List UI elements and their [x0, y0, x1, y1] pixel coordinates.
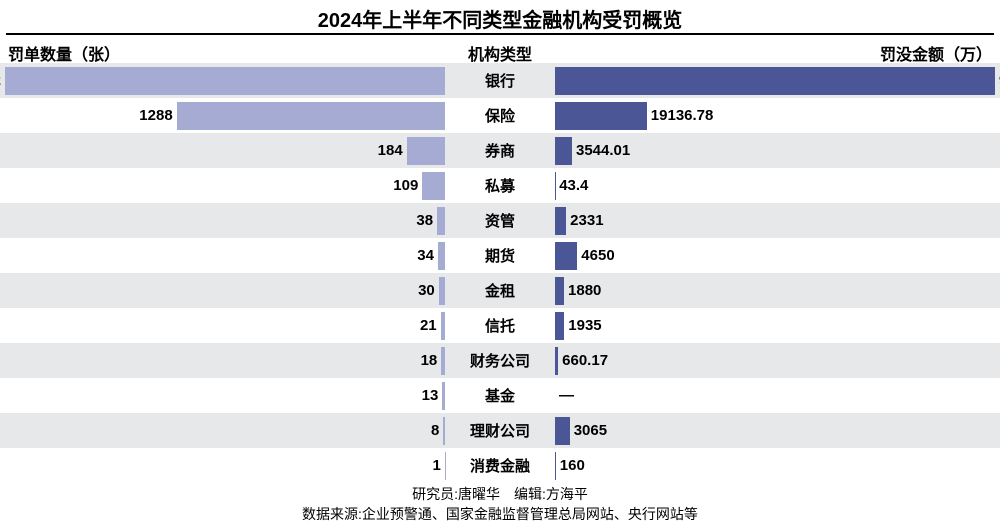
category-label: 私募 [485, 175, 515, 196]
left-value-label: 8 [431, 422, 439, 439]
table-row: 109 私募 43.4 [0, 168, 1000, 203]
left-value-label: 184 [378, 142, 403, 159]
category-label: 财务公司 [470, 350, 530, 371]
right-bar [555, 67, 995, 95]
left-bar [443, 417, 445, 445]
right-bar [555, 137, 572, 165]
left-value-label: 21 [420, 317, 437, 334]
left-bar [441, 347, 445, 375]
chart-title: 2024年上半年不同类型金融机构受罚概览 [6, 0, 994, 35]
left-value-label: 1288 [139, 107, 172, 124]
right-value-label: 4650 [581, 247, 614, 264]
right-bar [555, 452, 556, 480]
left-value-label: 38 [416, 212, 433, 229]
category-label: 期货 [485, 245, 515, 266]
right-value-label: 1935 [568, 317, 601, 334]
table-row: 1 消费金融 160 [0, 448, 1000, 483]
right-value-label: 160 [560, 457, 585, 474]
chart-rows: 2112银行91717.651288保险19136.78184券商3544.01… [0, 63, 1000, 483]
left-bar [438, 242, 445, 270]
table-row: 2112银行91717.65 [0, 63, 1000, 98]
left-value-label: 18 [421, 352, 438, 369]
table-row: 18 财务公司 660.17 [0, 343, 1000, 378]
left-value-label: 34 [417, 247, 434, 264]
right-value-label: 2331 [570, 212, 603, 229]
category-label: 银行 [485, 70, 515, 91]
right-value-label: 43.4 [559, 177, 588, 194]
left-bar [422, 172, 445, 200]
right-bar [555, 277, 564, 305]
footer-line-1: 研究员:唐曜华 编辑:方海平 [0, 485, 1000, 505]
right-value-label: 19136.78 [651, 107, 714, 124]
left-value-label: 30 [418, 282, 435, 299]
category-label: 金租 [485, 280, 515, 301]
right-value-label: — [559, 387, 574, 404]
table-row: 8 理财公司 3065 [0, 413, 1000, 448]
left-bar [442, 382, 445, 410]
category-label: 券商 [485, 140, 515, 161]
category-label: 消费金融 [470, 455, 530, 476]
right-value-label: 3065 [574, 422, 607, 439]
right-bar [555, 242, 577, 270]
left-bar [407, 137, 445, 165]
category-label: 保险 [485, 105, 515, 126]
right-value-label: 3544.01 [576, 142, 630, 159]
left-value-label: 13 [422, 387, 439, 404]
left-value-label: 109 [393, 177, 418, 194]
right-bar [555, 102, 647, 130]
left-bar [437, 207, 445, 235]
table-row: 30 金租 1880 [0, 273, 1000, 308]
right-value-label: 660.17 [562, 352, 608, 369]
right-bar [555, 207, 566, 235]
table-row: 13 基金 — [0, 378, 1000, 413]
category-label: 信托 [485, 315, 515, 336]
left-bar [439, 277, 445, 305]
table-row: 38 资管 2331 [0, 203, 1000, 238]
category-label: 基金 [485, 385, 515, 406]
table-row: 1288 保险 19136.78 [0, 98, 1000, 133]
right-bar [555, 347, 558, 375]
header-right: 罚没金额（万） [880, 41, 992, 65]
table-row: 184 券商 3544.01 [0, 133, 1000, 168]
header-mid: 机构类型 [468, 41, 532, 65]
table-row: 34 期货 4650 [0, 238, 1000, 273]
chart-container: 2024年上半年不同类型金融机构受罚概览 罚单数量（张） 机构类型 罚没金额（万… [0, 0, 1000, 529]
right-value-label: 1880 [568, 282, 601, 299]
category-label: 资管 [485, 210, 515, 231]
right-bar [555, 312, 564, 340]
chart-footer: 研究员:唐曜华 编辑:方海平 数据来源:企业预警通、国家金融监督管理总局网站、央… [0, 485, 1000, 524]
footer-line-2: 数据来源:企业预警通、国家金融监督管理总局网站、央行网站等 [0, 505, 1000, 525]
right-bar [555, 417, 570, 445]
left-bar [5, 67, 445, 95]
left-value-label: 1 [432, 457, 440, 474]
column-headers: 罚单数量（张） 机构类型 罚没金额（万） [0, 35, 1000, 63]
table-row: 21 信托 1935 [0, 308, 1000, 343]
left-bar [441, 312, 445, 340]
category-label: 理财公司 [470, 420, 530, 441]
left-value-label: 2112 [0, 72, 1, 89]
header-left: 罚单数量（张） [8, 41, 120, 65]
left-bar [177, 102, 445, 130]
